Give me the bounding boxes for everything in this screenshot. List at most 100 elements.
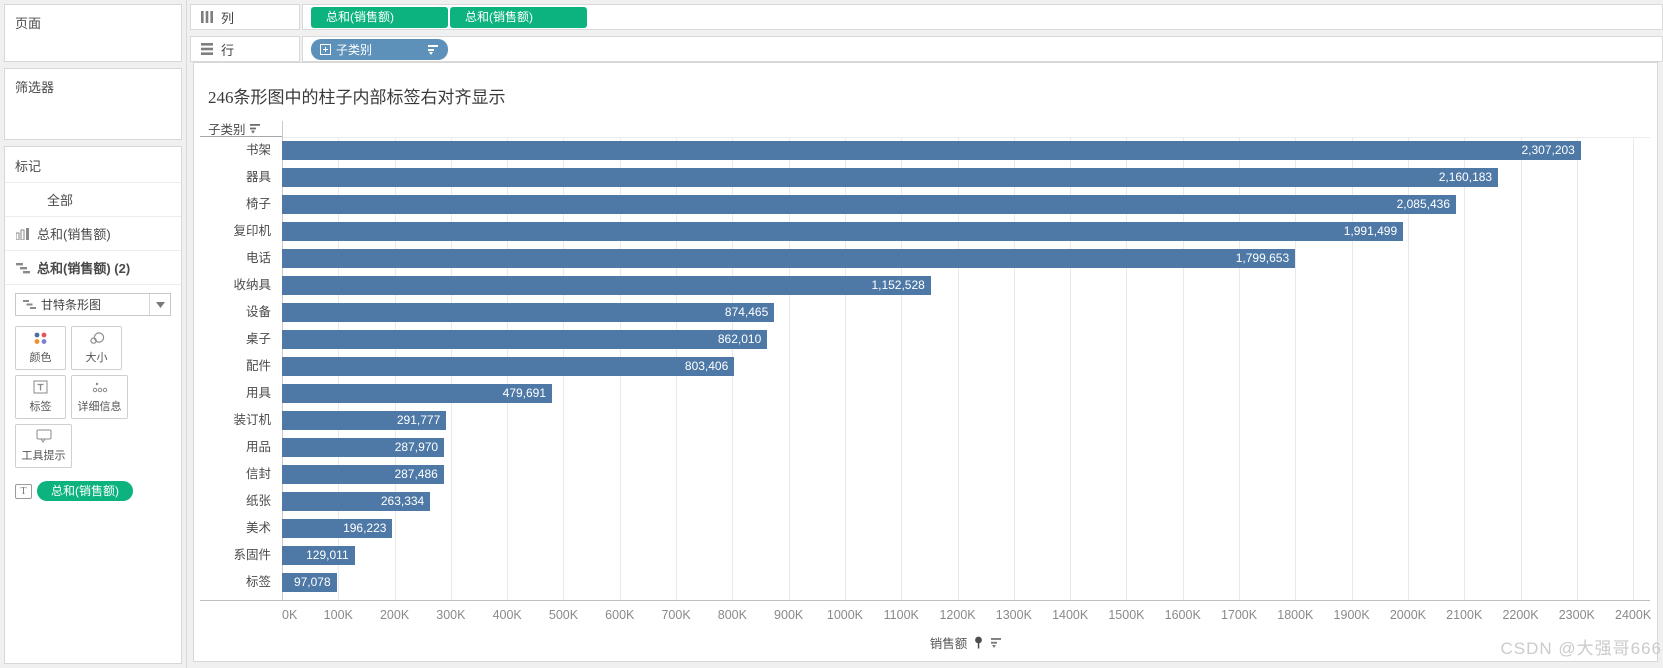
x-axis-title[interactable]: 销售额 bbox=[282, 631, 1650, 653]
bar-row: 标签 97,078 bbox=[200, 569, 1650, 596]
x-tick-label: 600K bbox=[605, 608, 635, 622]
bar[interactable]: 862,010 bbox=[282, 330, 768, 349]
rows-shelf-row: 行 子类别 bbox=[190, 36, 1663, 62]
bar[interactable]: 1,152,528 bbox=[282, 276, 931, 295]
bar[interactable]: 803,406 bbox=[282, 357, 735, 376]
filters-shelf[interactable]: 筛选器 bbox=[4, 68, 182, 140]
label-pill-sales[interactable]: 总和(销售额) bbox=[37, 481, 133, 501]
x-tick-label: 1800K bbox=[1277, 608, 1314, 622]
sort-descending-icon[interactable] bbox=[990, 637, 1002, 648]
bar[interactable]: 1,991,499 bbox=[282, 222, 1404, 241]
bar[interactable]: 1,799,653 bbox=[282, 249, 1296, 268]
bar[interactable]: 129,011 bbox=[282, 546, 355, 565]
pin-icon[interactable] bbox=[973, 636, 984, 649]
category-label[interactable]: 美术 bbox=[245, 521, 271, 535]
x-tick-label: 900K bbox=[774, 608, 804, 622]
bar[interactable]: 479,691 bbox=[282, 384, 553, 403]
bar-value-label: 1,799,653 bbox=[1235, 251, 1290, 265]
x-tick-label: 1600K bbox=[1164, 608, 1201, 622]
bar[interactable]: 291,777 bbox=[282, 411, 447, 430]
bar[interactable]: 287,970 bbox=[282, 438, 445, 457]
bar[interactable]: 263,334 bbox=[282, 492, 431, 511]
category-label[interactable]: 系固件 bbox=[233, 548, 271, 562]
bar[interactable]: 287,486 bbox=[282, 465, 444, 484]
x-tick-label: 1000K bbox=[826, 608, 864, 622]
gridline bbox=[1070, 138, 1072, 601]
bar[interactable]: 196,223 bbox=[282, 519, 393, 538]
color-button-label: 颜色 bbox=[29, 352, 52, 364]
marks-layer-all[interactable]: 全部 bbox=[5, 183, 181, 217]
chart-title: 246条形图中的柱子内部标签右对齐显示 bbox=[208, 88, 506, 107]
bar[interactable]: 874,465 bbox=[282, 303, 775, 322]
x-tick-label: 400K bbox=[492, 608, 522, 622]
marks-label-pill-row: T 总和(销售额) bbox=[5, 472, 181, 510]
mark-type-value: 甘特条形图 bbox=[41, 298, 102, 312]
size-button[interactable]: 大小 bbox=[71, 326, 122, 370]
category-label[interactable]: 收纳具 bbox=[233, 278, 271, 292]
bar[interactable]: 2,307,203 bbox=[282, 141, 1581, 160]
size-icon bbox=[89, 331, 105, 345]
category-label[interactable]: 用具 bbox=[245, 386, 271, 400]
category-label[interactable]: 装订机 bbox=[233, 413, 271, 427]
columns-shelf[interactable]: 总和(销售额) 总和(销售额) bbox=[302, 4, 1663, 30]
watermark: CSDN @大强哥666 bbox=[1500, 639, 1662, 658]
gridline bbox=[901, 138, 903, 601]
marks-layer-sales-1[interactable]: 总和(销售额) bbox=[5, 217, 181, 251]
chevron-down-icon[interactable] bbox=[149, 294, 170, 315]
rows-shelf[interactable]: 子类别 bbox=[302, 36, 1663, 62]
bar[interactable]: 2,160,183 bbox=[282, 168, 1499, 187]
x-tick-label: 2200K bbox=[1502, 608, 1539, 622]
category-label[interactable]: 桌子 bbox=[245, 332, 271, 346]
bar-track: 97,078 bbox=[282, 569, 1650, 596]
x-axis-title-label: 销售额 bbox=[929, 636, 968, 651]
x-ticks: 0K 100K 200K 300K 400K 500K 600K 700K 800K 900K 10… bbox=[282, 603, 1652, 627]
category-label[interactable]: 配件 bbox=[245, 359, 271, 373]
category-label[interactable]: 标签 bbox=[245, 575, 271, 589]
category-label[interactable]: 书架 bbox=[245, 143, 271, 157]
row-pill-subcategory[interactable]: 子类别 bbox=[311, 38, 448, 60]
bar-value-label: 129,011 bbox=[306, 548, 349, 562]
bar-track: 2,307,203 bbox=[282, 137, 1650, 164]
sort-descending-icon[interactable] bbox=[427, 44, 439, 55]
category-label[interactable]: 器具 bbox=[245, 170, 271, 184]
column-pill-sales-1[interactable]: 总和(销售额) bbox=[311, 6, 448, 28]
pages-shelf[interactable]: 页面 bbox=[4, 4, 182, 62]
expand-plus-icon[interactable] bbox=[320, 43, 331, 55]
filters-title: 筛选器 bbox=[15, 80, 55, 95]
bar[interactable]: 97,078 bbox=[282, 573, 337, 592]
category-label[interactable]: 电话 bbox=[245, 251, 271, 265]
x-tick-label: 700K bbox=[661, 608, 691, 622]
row-header-label: 子类别 bbox=[208, 123, 246, 137]
row-header[interactable]: 子类别 bbox=[200, 121, 282, 137]
mark-type-dropdown[interactable]: 甘特条形图 bbox=[15, 293, 171, 316]
x-tick-label: 1700K bbox=[1220, 608, 1258, 622]
gridline bbox=[1520, 138, 1522, 601]
x-tick-label: 2400K bbox=[1615, 608, 1652, 622]
color-button[interactable]: 颜色 bbox=[15, 326, 66, 370]
gridline bbox=[1464, 138, 1466, 601]
label-button[interactable]: 标签 bbox=[15, 375, 66, 419]
tooltip-icon bbox=[36, 429, 52, 443]
x-axis-line bbox=[200, 600, 1650, 601]
x-tick-label: 2100K bbox=[1446, 608, 1483, 622]
column-pill-sales-2[interactable]: 总和(销售额) bbox=[450, 6, 587, 28]
bar[interactable]: 2,085,436 bbox=[282, 195, 1457, 214]
bar-value-label: 287,486 bbox=[394, 467, 438, 481]
x-tick-label: 1200K bbox=[939, 608, 976, 622]
category-label[interactable]: 设备 bbox=[245, 305, 271, 319]
gridline bbox=[788, 138, 790, 601]
bar-track: 263,334 bbox=[282, 488, 1650, 515]
category-label[interactable]: 用品 bbox=[245, 440, 271, 454]
category-label[interactable]: 信封 bbox=[245, 467, 271, 481]
sort-descending-icon[interactable] bbox=[249, 123, 261, 134]
category-label[interactable]: 复印机 bbox=[233, 224, 271, 238]
category-label[interactable]: 纸张 bbox=[245, 494, 271, 508]
x-tick-label: 300K bbox=[436, 608, 466, 622]
bar-row: 配件 803,406 bbox=[200, 353, 1650, 380]
category-label[interactable]: 椅子 bbox=[245, 197, 271, 211]
marks-layer-sales-2[interactable]: 总和(销售额) (2) bbox=[5, 251, 181, 285]
tooltip-button[interactable]: 工具提示 bbox=[15, 424, 72, 468]
rows-icon bbox=[201, 43, 213, 55]
detail-button[interactable]: 详细信息 bbox=[71, 375, 128, 419]
bar-track: 291,777 bbox=[282, 407, 1650, 434]
